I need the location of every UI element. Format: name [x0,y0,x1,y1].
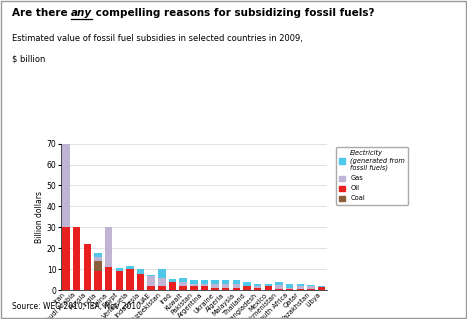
Bar [297,286,304,289]
Bar [148,275,155,276]
Bar [148,276,155,286]
Bar [179,278,187,282]
Legend: Electricity
(generated from
fossil fuels), Gas, Oil, Coal: Electricity (generated from fossil fuels… [336,147,409,205]
Bar [105,267,113,290]
Bar [94,261,102,271]
Bar [126,266,134,269]
Bar [318,287,325,290]
Bar [169,282,176,290]
Bar [179,282,187,286]
Bar [201,280,208,284]
Bar [297,289,304,290]
Bar [233,280,240,284]
Bar [212,280,219,284]
Text: any: any [71,8,92,18]
Bar [243,286,251,290]
Bar [254,284,262,286]
Bar [275,289,283,290]
Text: Are there: Are there [12,8,71,18]
Bar [94,271,102,290]
Bar [307,286,315,289]
Bar [265,286,272,290]
Bar [137,273,144,290]
Bar [286,288,293,289]
Text: Estimated value of fossil fuel subsidies in selected countries in 2009,: Estimated value of fossil fuel subsidies… [12,34,303,43]
Bar [318,286,325,287]
Bar [94,257,102,261]
Bar [201,286,208,290]
Text: compelling reasons for subsidizing fossil fuels?: compelling reasons for subsidizing fossi… [92,8,375,18]
Bar [62,112,70,227]
Bar [169,279,176,282]
Bar [105,227,113,267]
Text: Source: WEO 2010, IEA, Nov 2010: Source: WEO 2010, IEA, Nov 2010 [12,302,141,311]
Bar [115,271,123,290]
Bar [297,284,304,286]
Bar [62,227,70,290]
Bar [286,284,293,288]
Bar [179,286,187,290]
Text: $ billion: $ billion [12,54,45,63]
Bar [212,284,219,288]
Bar [201,284,208,286]
Bar [158,286,166,290]
Bar [115,268,123,271]
Bar [286,289,293,290]
Bar [243,282,251,286]
Bar [307,285,315,286]
Bar [190,280,198,284]
Bar [275,282,283,285]
Bar [222,280,229,284]
Bar [307,289,315,290]
Y-axis label: Billion dollars: Billion dollars [35,191,44,243]
Bar [94,253,102,257]
Bar [137,269,144,273]
Bar [126,269,134,290]
Bar [275,285,283,289]
Bar [254,286,262,288]
Bar [222,288,229,290]
Bar [84,244,91,290]
Bar [148,286,155,290]
Bar [158,278,166,286]
Bar [254,288,262,290]
Bar [233,288,240,290]
Bar [190,286,198,290]
Bar [212,288,219,290]
Bar [73,227,80,290]
Bar [233,284,240,288]
Bar [62,89,70,112]
Bar [158,269,166,278]
Bar [265,284,272,286]
Bar [222,284,229,288]
Bar [190,284,198,286]
